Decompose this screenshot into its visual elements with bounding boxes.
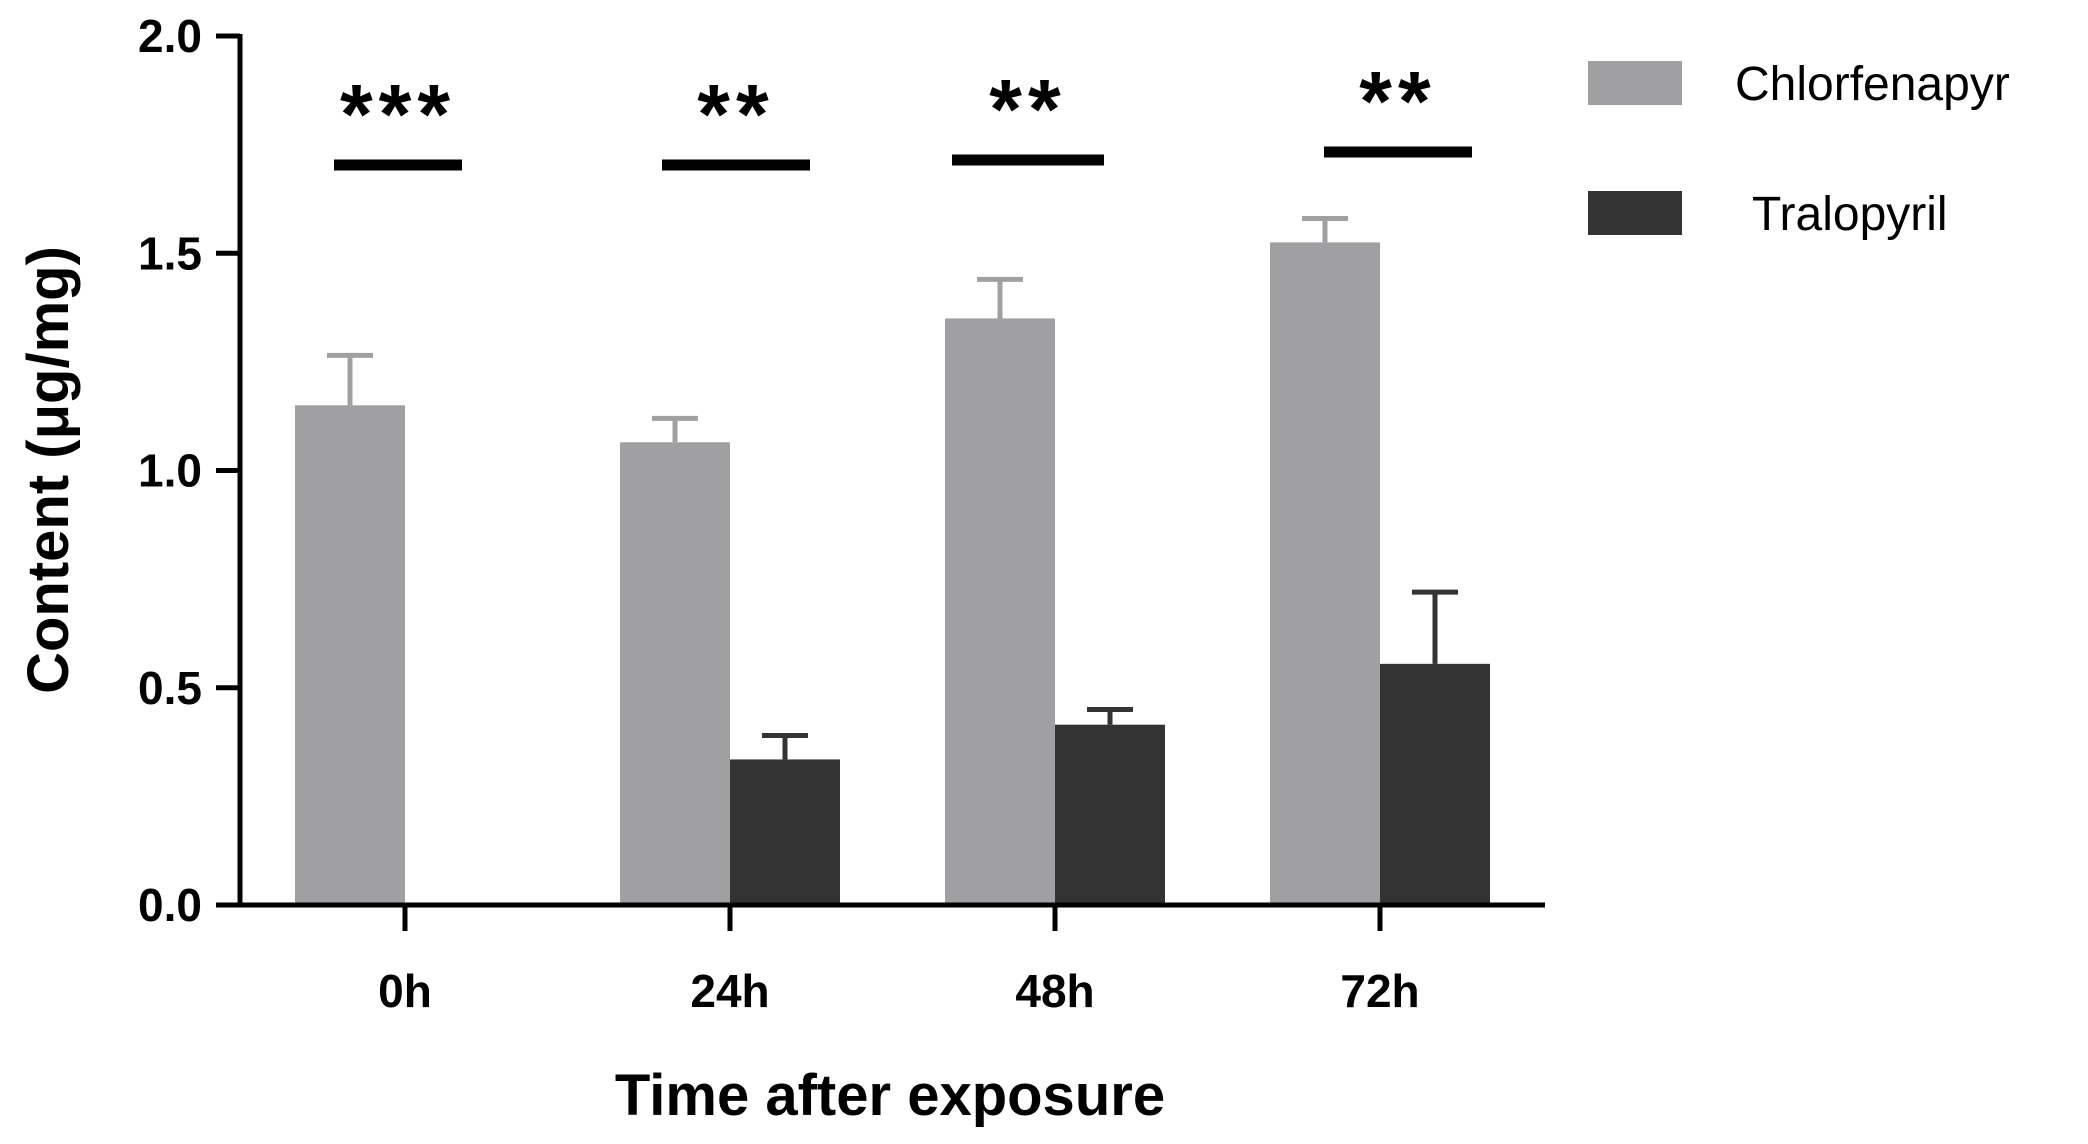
significance-label: ** [989, 62, 1066, 156]
error-bars [327, 215, 1458, 760]
y-axis-ticks: 0.0 0.5 1.0 1.5 2.0 [138, 10, 240, 931]
bar-tralopyril-24h [730, 759, 840, 905]
bar-chlorfenapyr-0h [295, 405, 405, 905]
y-tick-label: 0.0 [138, 879, 202, 931]
legend-label-chlorfenapyr: Chlorfenapyr [1735, 58, 2010, 111]
bar-chlorfenapyr-72h [1270, 242, 1380, 905]
x-axis-ticks: 0h 24h 48h 72h [378, 905, 1420, 1017]
bar-chlorfenapyr-48h [945, 318, 1055, 905]
significance-markers: *** ** ** ** [334, 54, 1472, 171]
y-tick-label: 0.5 [138, 662, 202, 714]
bar-chlorfenapyr-24h [620, 442, 730, 905]
significance-label: *** [340, 67, 456, 161]
legend-swatch-chlorfenapyr [1588, 61, 1682, 105]
x-tick-label: 24h [690, 965, 769, 1017]
bar-tralopyril-48h [1055, 724, 1165, 905]
significance-label: ** [1359, 54, 1436, 148]
bars [295, 242, 1490, 905]
y-tick-label: 1.0 [138, 445, 202, 497]
x-tick-label: 72h [1340, 965, 1419, 1017]
x-axis-title: Time after exposure [615, 1063, 1165, 1128]
bar-tralopyril-72h [1380, 663, 1490, 905]
legend-swatch-tralopyril [1588, 191, 1682, 235]
x-tick-label: 0h [378, 965, 432, 1017]
y-tick-label: 2.0 [138, 10, 202, 62]
legend: Chlorfenapyr Tralopyril [1588, 58, 2010, 241]
x-tick-label: 48h [1015, 965, 1094, 1017]
y-axis-title: Content (μg/mg) [16, 246, 81, 694]
legend-label-tralopyril: Tralopyril [1752, 188, 1948, 241]
y-tick-label: 1.5 [138, 227, 202, 279]
significance-label: ** [697, 67, 774, 161]
